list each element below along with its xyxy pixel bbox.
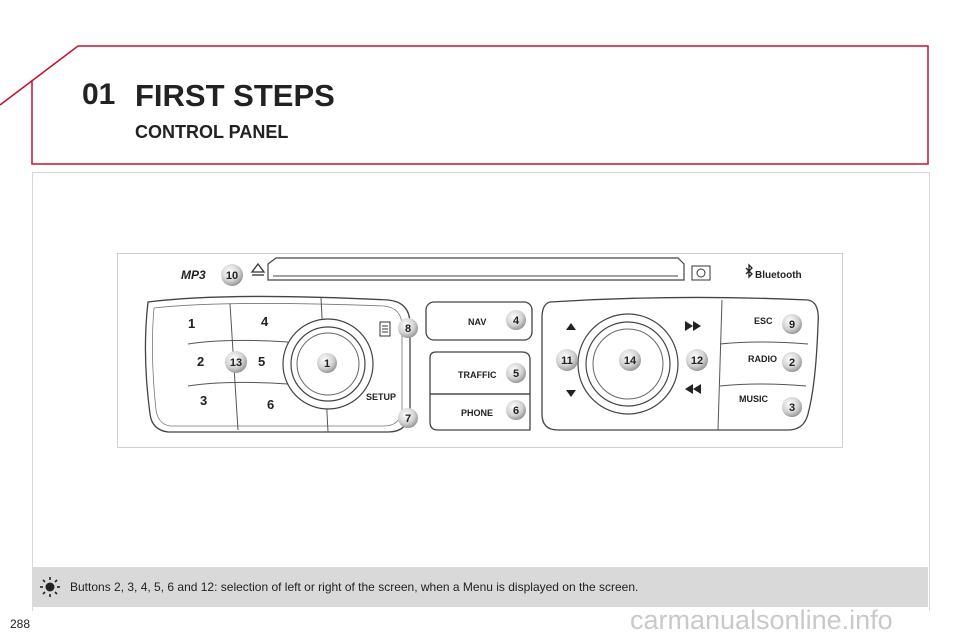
svg-text:8: 8: [405, 323, 411, 335]
traffic-button-label: TRAFFIC: [458, 370, 497, 380]
right-panel-divider-2: [719, 383, 807, 387]
callout-14: 14: [619, 349, 641, 371]
cd-slot-outline: [267, 257, 685, 281]
svg-text:10: 10: [226, 270, 238, 282]
left-panel-divider-1: [187, 339, 289, 345]
compact-disc-logo: [691, 265, 711, 281]
phone-button-label: PHONE: [461, 408, 493, 418]
callout-3: 3: [782, 397, 802, 417]
svg-text:2: 2: [789, 357, 795, 369]
preset-button-6-label: 6: [267, 397, 274, 412]
svg-text:9: 9: [789, 319, 795, 331]
rewind-icon: [685, 384, 701, 394]
callout-5: 5: [506, 363, 526, 383]
svg-text:5: 5: [513, 368, 519, 380]
control-panel-illustration: MP3 Bluetooth 1 2 3 4 5 6: [117, 253, 843, 448]
svg-text:3: 3: [789, 402, 795, 414]
down-arrow-icon: [566, 390, 576, 397]
watermark: carmanualsonline.info: [630, 605, 893, 635]
fast-forward-icon: [685, 321, 701, 331]
callout-10: 10: [221, 264, 243, 286]
nav-button[interactable]: [425, 301, 533, 341]
svg-text:11: 11: [561, 355, 573, 367]
callout-7: 7: [398, 408, 418, 428]
callout-11: 11: [556, 349, 578, 371]
callout-8: 8: [398, 318, 418, 338]
chapter-number: 01: [82, 78, 116, 111]
svg-text:7: 7: [405, 413, 411, 425]
phone-button[interactable]: [429, 393, 531, 431]
header-frame: [0, 45, 929, 165]
nav-button-label: NAV: [468, 317, 486, 327]
right-panel-divider-1: [719, 341, 809, 345]
svg-text:6: 6: [513, 405, 519, 417]
callout-2: 2: [782, 352, 802, 372]
bluetooth-logo: Bluetooth: [745, 263, 802, 281]
svg-text:12: 12: [691, 355, 703, 367]
left-panel-divider-2: [187, 381, 289, 387]
section-title: CONTROL PANEL: [135, 122, 289, 142]
right-button-panel: [541, 296, 819, 431]
preset-button-3-label: 3: [200, 393, 207, 408]
page-number: 288: [10, 617, 31, 631]
svg-text:14: 14: [624, 355, 637, 367]
setup-button-label: SETUP: [366, 392, 396, 402]
callout-9: 9: [782, 314, 802, 334]
eject-icon: [250, 262, 266, 276]
callout-1: 1: [317, 353, 337, 373]
callout-12: 12: [686, 349, 708, 371]
right-panel-divider-vertical: [717, 299, 723, 431]
music-button-label: MUSIC: [739, 394, 769, 404]
svg-text:13: 13: [230, 357, 242, 369]
callout-6: 6: [506, 400, 526, 420]
bluetooth-label: Bluetooth: [755, 270, 802, 281]
radio-button-label: RADIO: [748, 354, 777, 364]
preset-button-1-label: 1: [188, 316, 195, 331]
tip-note: Buttons 2, 3, 4, 5, 6 and 12: selection …: [32, 567, 928, 607]
callout-4: 4: [506, 310, 526, 330]
esc-button-label: ESC: [754, 316, 773, 326]
up-arrow-icon: [566, 323, 576, 330]
chapter-title: FIRST STEPS: [135, 78, 335, 113]
control-panel-drawing: MP3 Bluetooth 1 2 3 4 5 6: [144, 257, 819, 433]
mp3-label: MP3: [181, 268, 206, 282]
preset-button-2-label: 2: [197, 354, 204, 369]
preset-button-4-label: 4: [261, 314, 269, 329]
tip-text: Buttons 2, 3, 4, 5, 6 and 12: selection …: [70, 580, 639, 594]
chapter-header: 01 FIRST STEPS CONTROL PANEL: [0, 0, 960, 170]
sun-icon: [40, 577, 60, 597]
source-list-icon: [379, 321, 391, 337]
preset-button-5-label: 5: [258, 354, 265, 369]
svg-text:1: 1: [324, 358, 330, 370]
svg-text:4: 4: [513, 315, 520, 327]
callout-13: 13: [225, 351, 247, 373]
